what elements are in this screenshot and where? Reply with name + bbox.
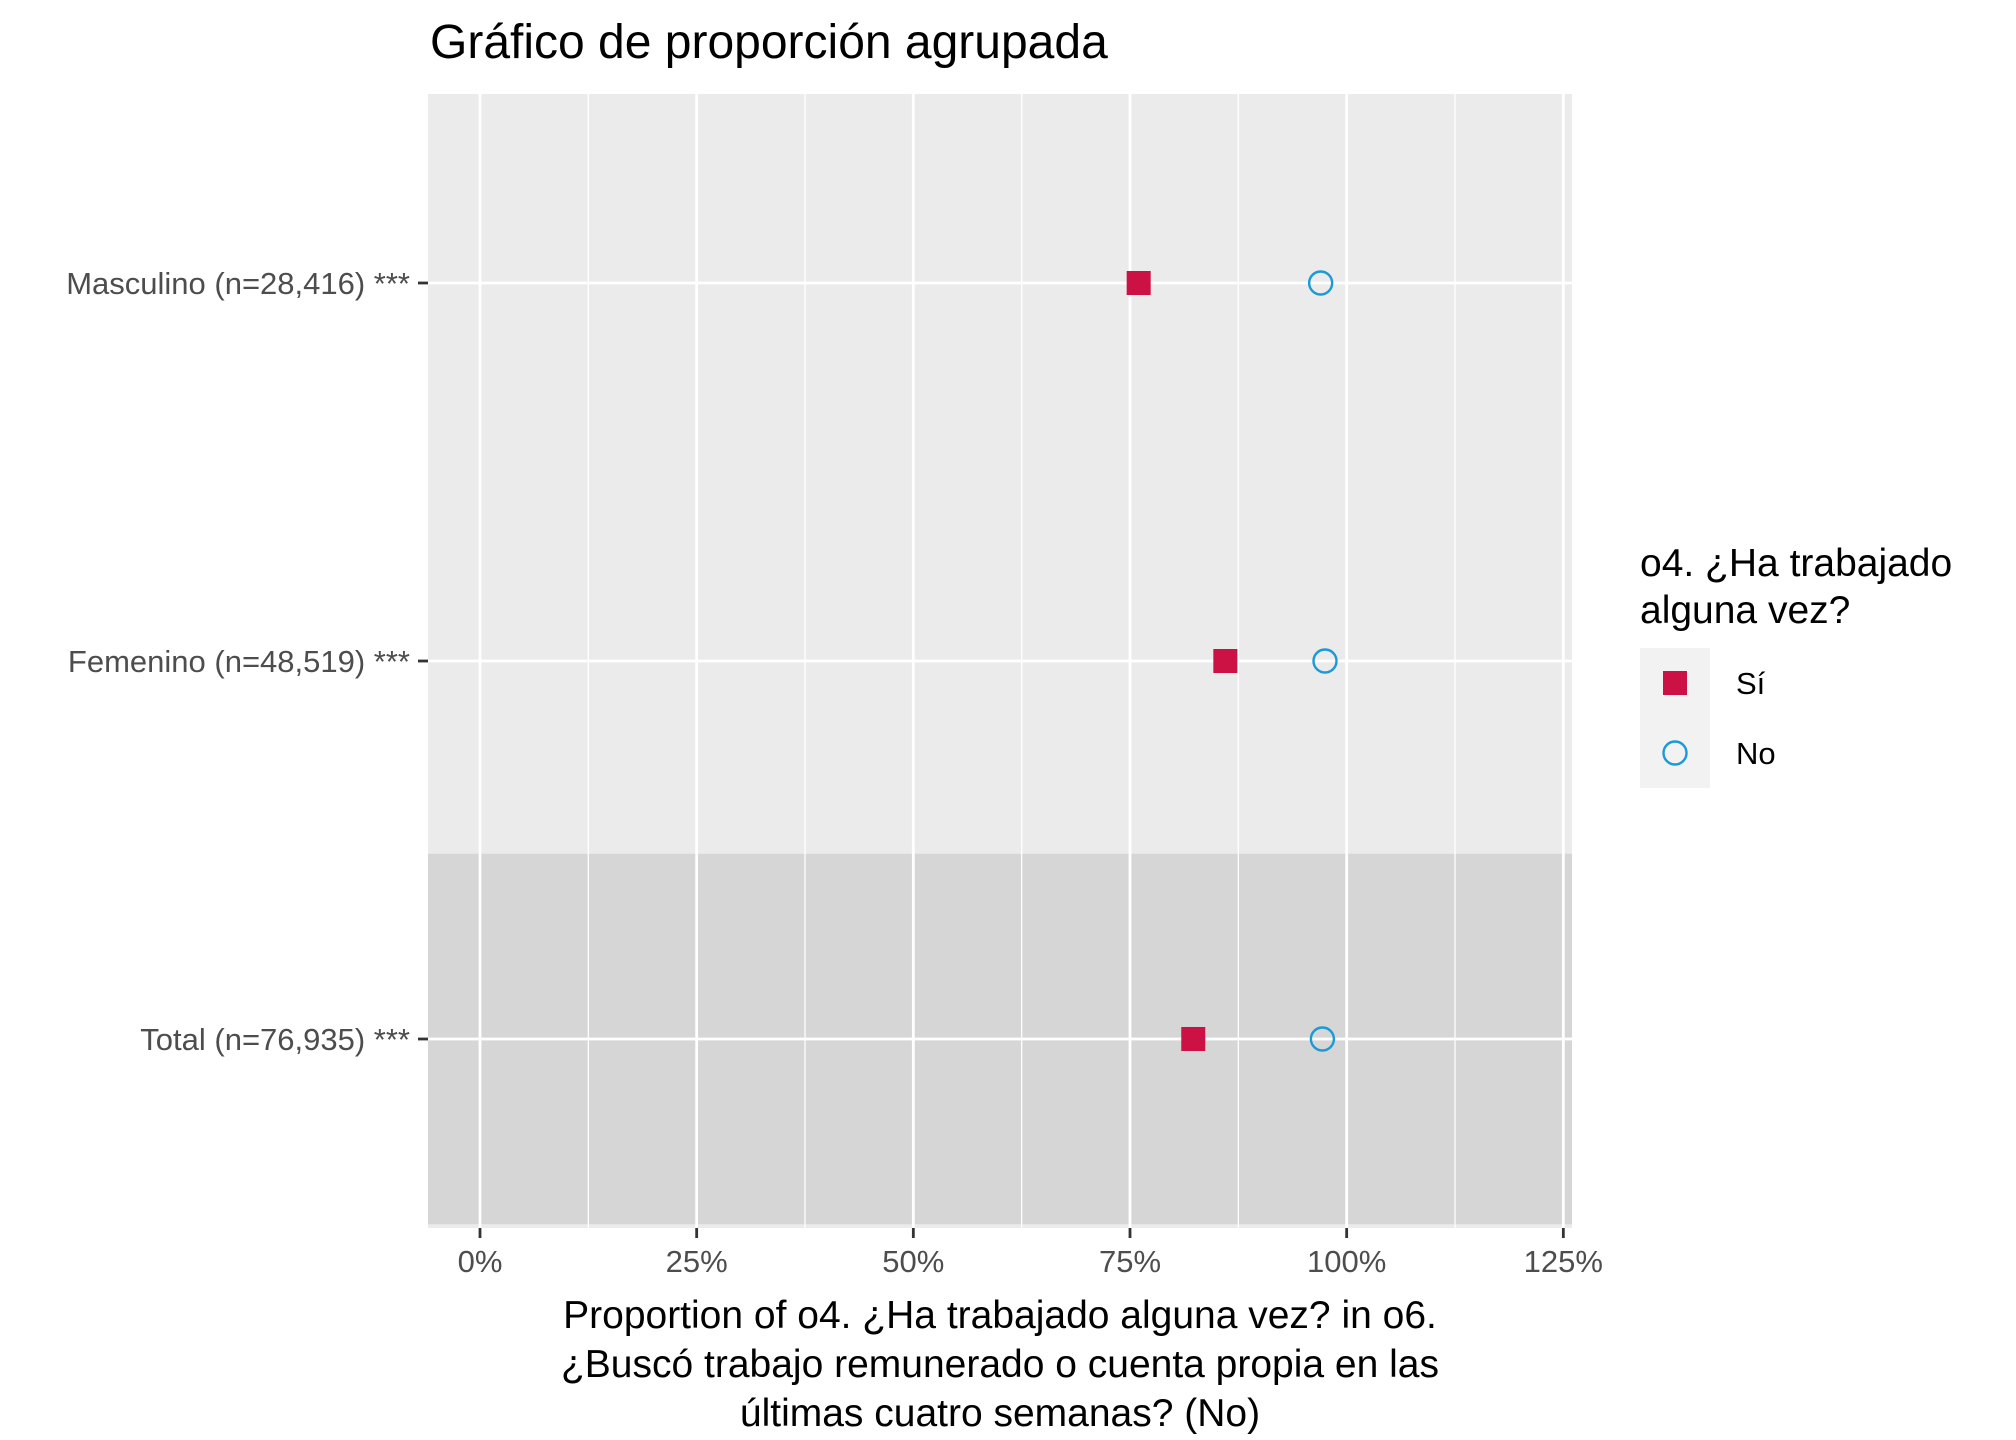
x-tick-label: 125%: [1524, 1244, 1603, 1279]
y-tick-label: Masculino (n=28,416) ***: [66, 266, 410, 301]
x-tick-label: 100%: [1307, 1244, 1386, 1279]
data-point: [1126, 271, 1151, 295]
legend-title-line: alguna vez?: [1640, 589, 1850, 632]
legend-label: No: [1736, 736, 1776, 771]
y-tick-label: Femenino (n=48,519) ***: [68, 644, 410, 679]
y-axis: Masculino (n=28,416) *** Femenino (n=48,5…: [66, 266, 428, 1057]
plot-panel: [428, 94, 1572, 1228]
legend-items: Sí No: [1662, 666, 1776, 771]
data-point: [1312, 648, 1338, 674]
data-point: [1307, 270, 1334, 296]
legend-key: [1662, 740, 1688, 766]
legend-title-line: o4. ¿Ha trabajado: [1640, 542, 1952, 585]
legend: o4. ¿Ha trabajado alguna vez? Sí No: [1640, 542, 1952, 788]
chart-title: Gráfico de proporción agrupada: [430, 16, 1108, 69]
legend-key: [1663, 671, 1687, 695]
x-tick-label: 0%: [458, 1244, 503, 1279]
legend-label: Sí: [1736, 666, 1766, 701]
x-axis-title-line: últimas cuatro semanas? (No): [740, 1392, 1260, 1435]
x-axis-title: Proportion of o4. ¿Ha trabajado alguna v…: [561, 1294, 1439, 1435]
x-tick-label: 75%: [1099, 1244, 1161, 1279]
x-tick-label: 50%: [882, 1244, 944, 1279]
x-axis-title-line: Proportion of o4. ¿Ha trabajado alguna v…: [563, 1294, 1437, 1337]
data-point: [1213, 649, 1238, 673]
y-tick-label: Total (n=76,935) ***: [140, 1022, 410, 1057]
points-layer: [1126, 270, 1338, 1052]
x-axis-title-line: ¿Buscó trabajo remunerado o cuenta propi…: [561, 1343, 1439, 1386]
data-point: [1181, 1027, 1206, 1051]
data-point: [1309, 1026, 1336, 1052]
grid-layer: [428, 94, 1572, 1228]
x-axis: 0% 25% 50% 75% 100% 125%: [458, 1228, 1603, 1279]
legend-key-background: [1640, 648, 1710, 788]
x-tick-label: 25%: [666, 1244, 728, 1279]
